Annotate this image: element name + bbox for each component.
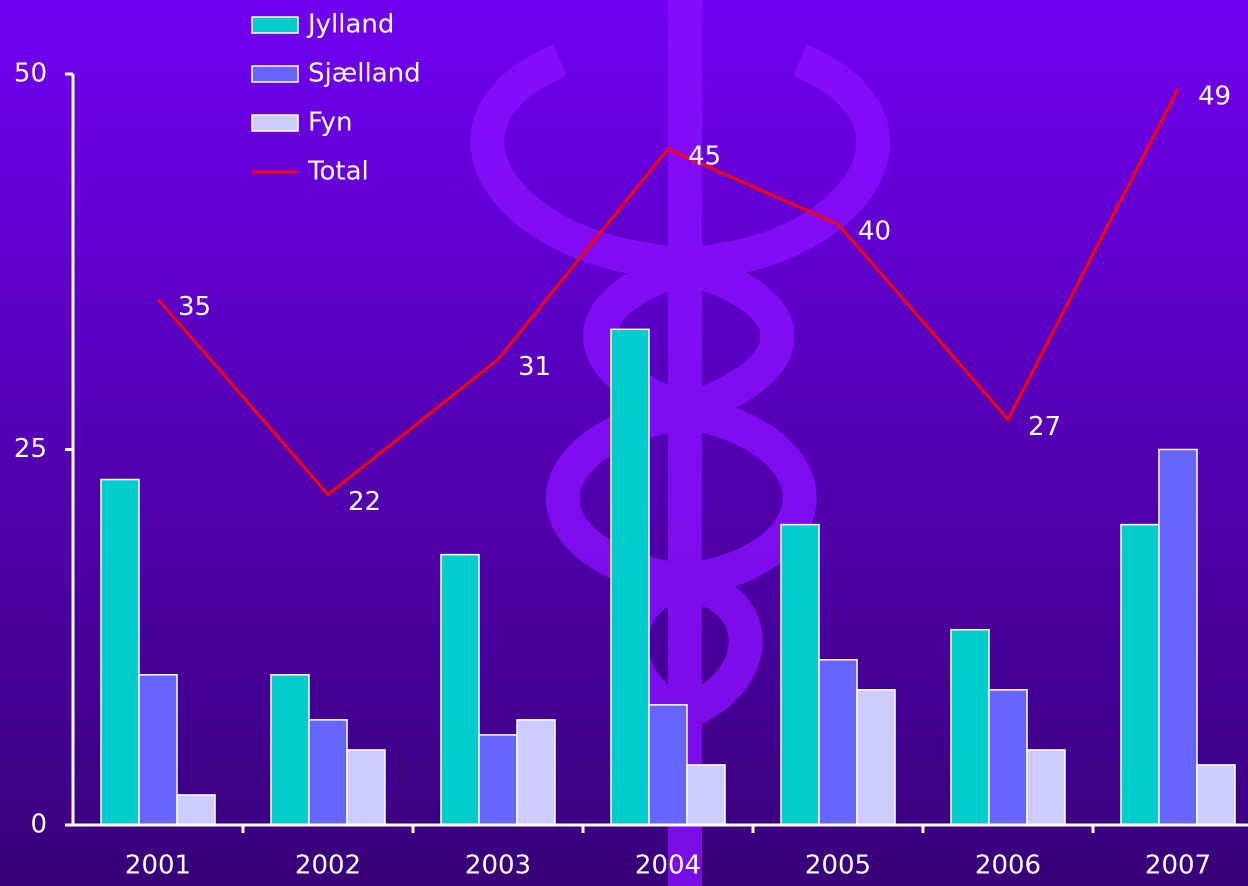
x-tick-label: 2007 (1145, 851, 1211, 881)
legend-label: Total (307, 157, 369, 187)
bar (649, 705, 687, 825)
bar (1159, 450, 1197, 826)
bar (441, 555, 479, 825)
bar (309, 720, 347, 825)
bar (1197, 765, 1235, 825)
bar (951, 630, 989, 825)
bar (781, 525, 819, 825)
x-tick-label: 2006 (975, 851, 1041, 881)
x-tick-label: 2004 (635, 851, 701, 881)
bar (101, 480, 139, 825)
bar (139, 675, 177, 825)
y-tick-label: 25 (14, 434, 47, 464)
legend-label: Fyn (308, 108, 352, 138)
x-tick-label: 2001 (125, 851, 191, 881)
bar (687, 765, 725, 825)
bar (517, 720, 555, 825)
page: {"chart_data": {"type": "bar", "categori… (0, 0, 1248, 886)
bar (819, 660, 857, 825)
x-tick-label: 2002 (295, 851, 361, 881)
bar (611, 329, 649, 825)
legend-label: Sjælland (308, 59, 421, 89)
bar (857, 690, 895, 825)
y-tick-label: 50 (14, 59, 47, 89)
data-label: 22 (348, 487, 381, 517)
data-label: 27 (1028, 412, 1061, 442)
x-tick-label: 2005 (805, 851, 871, 881)
data-label: 49 (1198, 82, 1231, 112)
legend-swatch (252, 17, 298, 33)
legend-swatch (252, 115, 298, 131)
bar (347, 750, 385, 825)
data-label: 31 (518, 352, 551, 382)
bar (1121, 525, 1159, 825)
bar (271, 675, 309, 825)
legend-swatch (252, 66, 298, 82)
data-label: 40 (858, 217, 891, 247)
legend-label: Jylland (306, 10, 394, 40)
data-label: 35 (178, 292, 211, 322)
bar (1027, 750, 1065, 825)
y-tick-label: 0 (30, 810, 47, 840)
data-label: 45 (688, 142, 721, 172)
bar (479, 735, 517, 825)
x-tick-label: 2003 (465, 851, 531, 881)
chart: 0 25 50 2001 2002 2003 2004 2005 2006 2007 35 22 31 4… (0, 0, 1248, 886)
bar (989, 690, 1027, 825)
bar (177, 795, 215, 825)
